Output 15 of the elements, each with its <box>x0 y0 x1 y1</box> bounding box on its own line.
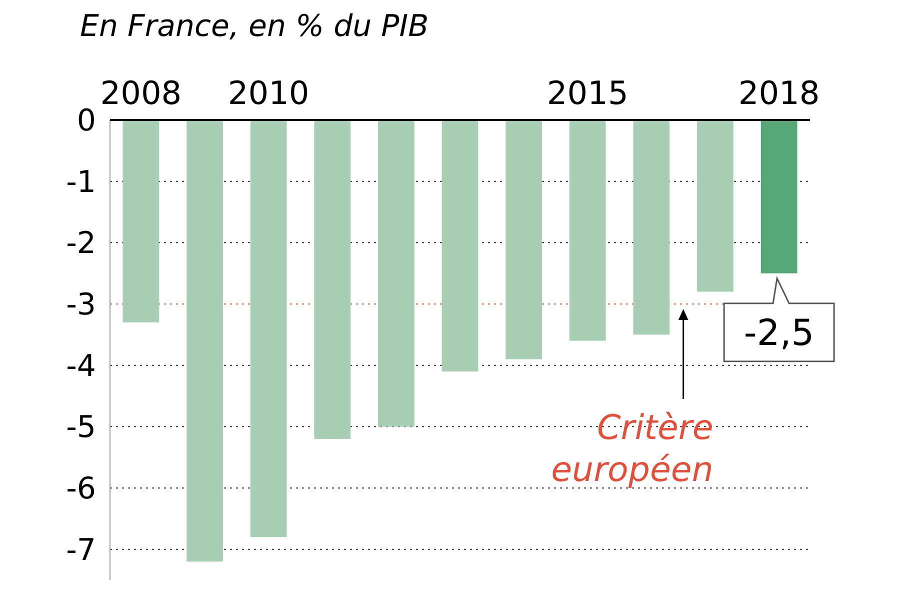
x-tick-label: 2010 <box>228 74 310 112</box>
y-tick-label: -6 <box>66 472 96 506</box>
y-tick-label: -7 <box>66 532 96 568</box>
x-tick-label: 2008 <box>100 74 182 112</box>
x-tick-label: 2018 <box>738 74 820 112</box>
y-tick-label: -1 <box>66 164 96 200</box>
ref-line-label: Critère européen <box>551 408 714 490</box>
y-tick-label: -3 <box>66 288 96 322</box>
chart-title: En France, en % du PIB <box>80 9 429 44</box>
data-label: -2,5 <box>744 312 814 354</box>
y-tick-label: -4 <box>66 348 96 384</box>
y-tick-label: 0 <box>76 104 96 138</box>
y-tick-label: -5 <box>66 410 96 446</box>
y-tick-label: -2 <box>66 226 96 262</box>
x-tick-label: 2015 <box>546 74 628 112</box>
